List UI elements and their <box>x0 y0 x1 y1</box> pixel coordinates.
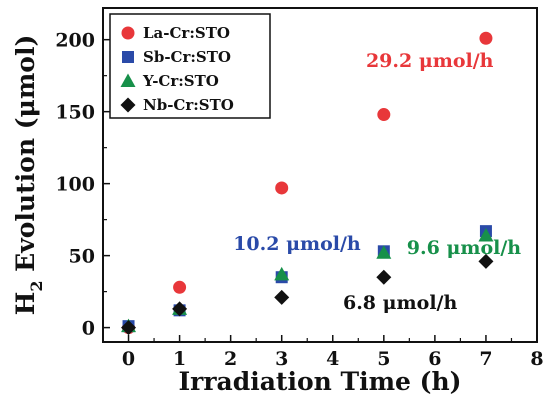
point-la-cr-sto <box>479 31 493 45</box>
y-tick-label: 50 <box>69 246 95 268</box>
rate-annotation: 6.8 μmol/h <box>343 292 458 314</box>
point-nb-cr-sto <box>121 320 137 336</box>
y-axis-title-suffix: Evolution (μmol) <box>11 35 40 281</box>
plot-frame <box>102 7 538 343</box>
legend-label-nb-cr-sto: Nb-Cr:STO <box>143 96 234 114</box>
point-la-cr-sto <box>377 108 391 122</box>
point-y-cr-sto <box>376 245 392 259</box>
point-la-cr-sto <box>173 280 187 294</box>
rate-annotations: 29.2 μmol/h 10.2 μmol/h 9.6 μmol/h 6.8 μmol… <box>233 50 521 314</box>
y-tick-label: 200 <box>55 30 95 52</box>
legend-label-y-cr-sto: Y-Cr:STO <box>142 72 219 90</box>
x-axis-title: Irradiation Time (h) <box>178 367 461 396</box>
legend-box <box>109 13 271 119</box>
x-tick-label: 3 <box>275 348 288 370</box>
point-nb-cr-sto <box>478 253 494 269</box>
legend-label-la-cr-sto: La-Cr:STO <box>143 24 230 42</box>
point-nb-cr-sto <box>274 289 290 305</box>
x-tick-label: 7 <box>479 348 492 370</box>
x-tick-label: 2 <box>224 348 237 370</box>
point-nb-cr-sto <box>172 301 188 317</box>
y-tick-label: 0 <box>82 318 95 340</box>
y-tick-label: 150 <box>55 102 95 124</box>
x-tick-label: 0 <box>122 348 135 370</box>
rate-annotation: 9.6 μmol/h <box>407 237 522 259</box>
point-la-cr-sto <box>275 181 289 195</box>
legend-label-sb-cr-sto: Sb-Cr:STO <box>143 48 231 66</box>
data-points <box>121 31 494 336</box>
rate-annotation: 29.2 μmol/h <box>366 50 494 72</box>
rate-annotation: 10.2 μmol/h <box>233 233 361 255</box>
x-tick-label: 4 <box>326 348 339 370</box>
point-y-cr-sto <box>478 227 494 242</box>
x-tick-label: 5 <box>377 348 390 370</box>
x-axis-ticks: 0 1 2 3 4 5 6 7 8 <box>122 335 543 370</box>
x-tick-label: 1 <box>173 348 186 370</box>
x-tick-label: 8 <box>530 348 543 370</box>
point-nb-cr-sto <box>376 269 392 285</box>
x-tick-label: 6 <box>428 348 441 370</box>
point-y-cr-sto <box>274 266 290 281</box>
y-axis-title: H2 Evolution (μmol) <box>11 35 46 316</box>
y-tick-label: 100 <box>55 174 95 196</box>
y-axis-title-prefix: H <box>11 292 40 316</box>
y-axis-ticks: 0 50 100 150 200 <box>55 30 110 340</box>
legend-marker-sb-cr-sto <box>122 51 134 63</box>
legend-marker-y-cr-sto <box>120 73 136 87</box>
y-axis-title-subscript: 2 <box>27 281 46 292</box>
legend: La-Cr:STO Sb-Cr:STO Y-Cr:STO Nb-Cr:STO <box>109 13 271 119</box>
legend-marker-la-cr-sto <box>121 26 135 40</box>
legend-marker-nb-cr-sto <box>120 97 136 113</box>
